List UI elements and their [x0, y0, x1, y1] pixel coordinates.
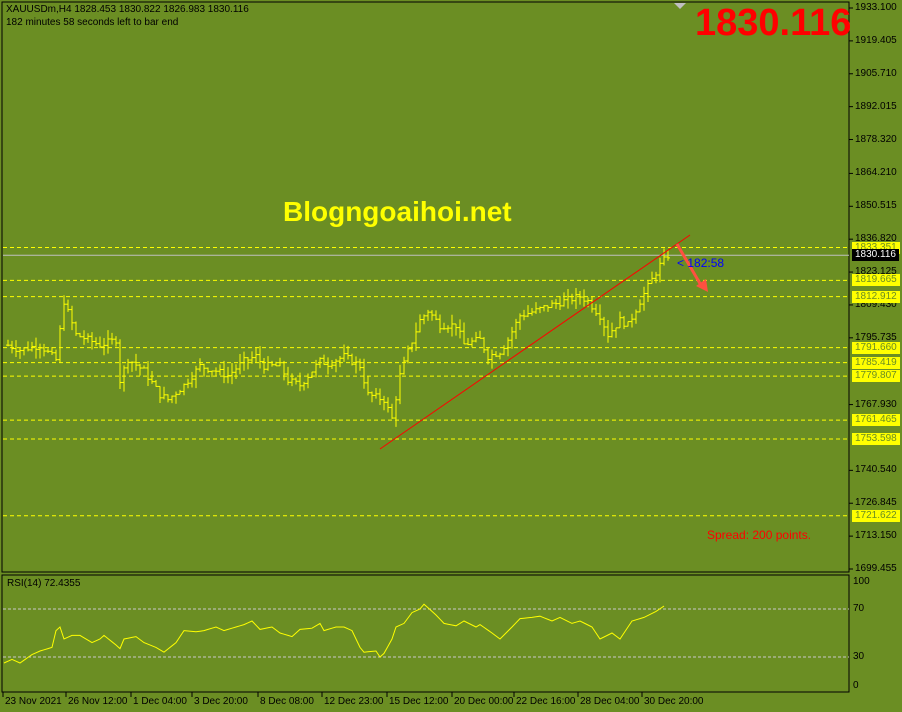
arrow-down-icon — [675, 243, 704, 288]
time-axis-label: 3 Dec 20:00 — [194, 696, 248, 707]
time-axis-label: 26 Nov 12:00 — [68, 696, 128, 707]
time-axis-label: 8 Dec 08:00 — [260, 696, 314, 707]
price-axis-label: 1795.735 — [855, 331, 897, 343]
rsi-frame — [1, 574, 850, 693]
time-axis-label: 12 Dec 23:00 — [324, 696, 384, 707]
chart-shift-marker-icon — [674, 3, 686, 9]
time-axis-label: 20 Dec 00:00 — [454, 696, 514, 707]
price-axis-label: 1823.125 — [855, 266, 897, 278]
price-axis-label: 1699.455 — [855, 563, 897, 574]
price-axis-label: 1836.820 — [855, 233, 897, 245]
level-price-label: 1753.598 — [852, 432, 900, 445]
time-axis-label: 30 Dec 20:00 — [644, 696, 704, 707]
level-price-label: 1721.622 — [852, 509, 900, 522]
time-axis-label: 23 Nov 2021 — [5, 696, 62, 707]
price-axis-label: 1767.930 — [855, 398, 897, 410]
rsi-title: RSI(14) 72.4355 — [7, 578, 81, 589]
price-axis-label: 1726.845 — [855, 497, 897, 509]
price-axis-label: 1919.405 — [855, 34, 897, 46]
watermark: Blogngoaihoi.net — [283, 196, 512, 227]
time-axis-label: 22 Dec 16:00 — [516, 696, 576, 707]
spread-label: Spread: 200 points. — [707, 528, 812, 542]
level-price-label: 1785.419 — [852, 356, 900, 369]
main-chart-frame — [1, 1, 850, 573]
trendline — [379, 234, 691, 450]
time-axis-label: 28 Dec 04:00 — [580, 696, 640, 707]
time-axis-label: 15 Dec 12:00 — [389, 696, 449, 707]
big-price-display: 1830.116 — [695, 2, 852, 44]
price-axis-label: 1809.430 — [855, 298, 897, 310]
rsi-axis-label: 70 — [853, 603, 865, 614]
price-axis-label: 1878.320 — [855, 133, 897, 145]
time-axis-label: 1 Dec 04:00 — [133, 696, 187, 707]
level-price-label: 1761.465 — [852, 414, 900, 427]
current-price-label: 1830.116 — [852, 249, 899, 262]
price-axis-label: 1933.100 — [855, 2, 897, 13]
arrow-head-icon — [696, 279, 708, 292]
price-axis-label: 1864.210 — [855, 167, 897, 179]
bar-timer-info: 182 minutes 58 seconds left to bar end — [6, 17, 179, 28]
price-axis-label: 1713.150 — [855, 530, 897, 542]
symbol-ohlc-info: XAUUSDm,H4 1828.453 1830.822 1826.983 18… — [6, 4, 249, 15]
rsi-axis-label: 0 — [853, 680, 859, 691]
price-axis-label: 1905.710 — [855, 67, 897, 79]
bar-countdown: < 182:58 — [677, 256, 725, 270]
rsi-axis-label: 30 — [853, 651, 865, 662]
level-price-label: 1812.912 — [852, 290, 900, 303]
level-price-label: 1819.665 — [852, 274, 900, 287]
price-axis-label: 1740.540 — [855, 464, 897, 476]
level-price-label: 1779.807 — [852, 370, 900, 383]
rsi-line — [3, 603, 665, 664]
level-price-label: 1791.660 — [852, 341, 900, 354]
price-axis-label: 1850.515 — [855, 200, 897, 212]
price-axis-label: 1892.015 — [855, 100, 897, 112]
rsi-axis-label: 100 — [853, 576, 870, 587]
